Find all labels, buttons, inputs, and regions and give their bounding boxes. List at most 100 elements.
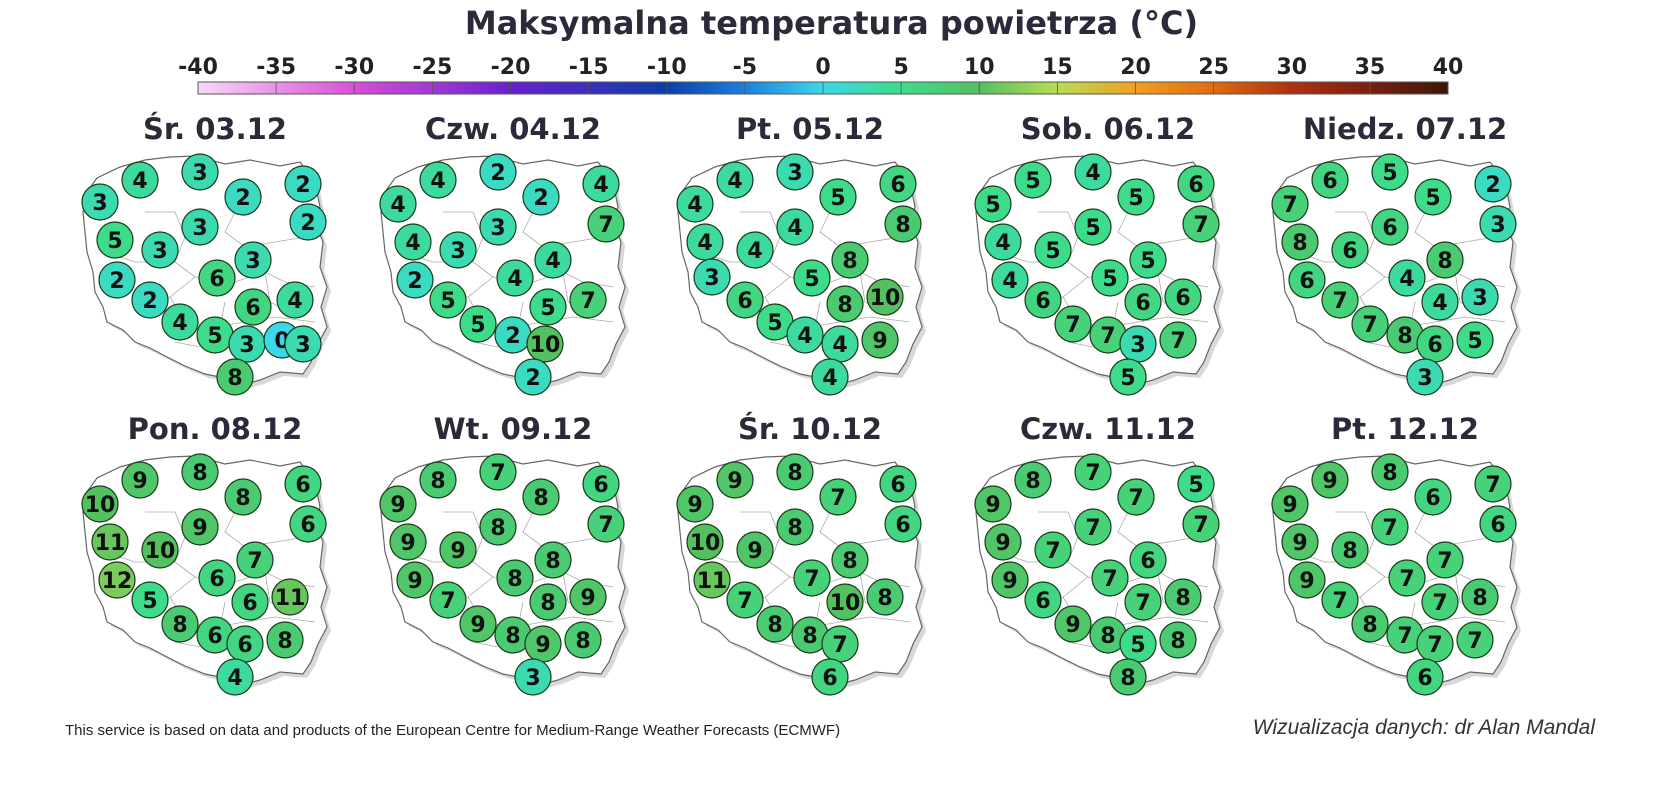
temperature-bubble: 5 — [429, 281, 467, 319]
temperature-bubble: 8 — [1014, 461, 1052, 499]
temperature-bubble: 4 — [676, 185, 714, 223]
temperature-bubble: 5 — [1129, 241, 1167, 279]
temperature-bubble: 7 — [1054, 305, 1092, 343]
temperature-value: 7 — [1135, 591, 1150, 616]
legend-tick-label: 10 — [964, 55, 995, 80]
legend-tick-label: -5 — [733, 55, 757, 80]
temperature-bubble: 8 — [791, 616, 829, 654]
temperature-bubble: 9 — [524, 625, 562, 663]
temperature-value: 10 — [690, 531, 721, 556]
temperature-value: 3 — [490, 216, 505, 241]
voivodeship-border — [472, 341, 499, 348]
temperature-bubble: 7 — [1182, 505, 1220, 543]
temperature-value: 5 — [1128, 186, 1143, 211]
temperature-bubble: 7 — [1456, 621, 1494, 659]
temperature-bubble: 5 — [793, 259, 831, 297]
temperature-value: 6 — [207, 624, 222, 649]
temperature-bubble: 8 — [224, 478, 262, 516]
temperature-value: 6 — [300, 513, 315, 538]
temperature-value: 4 — [797, 324, 812, 349]
temperature-bubble: 7 — [1034, 531, 1072, 569]
temperature-value: 7 — [247, 549, 262, 574]
temperature-bubble: 8 — [831, 241, 869, 279]
temperature-bubble: 4 — [394, 223, 432, 261]
legend-tick-label: -25 — [413, 55, 453, 80]
temperature-bubble: 9 — [974, 485, 1012, 523]
temperature-value: 4 — [697, 231, 712, 256]
temperature-bubble: 8 — [1331, 531, 1369, 569]
temperature-value: 8 — [505, 624, 520, 649]
temperature-value: 7 — [1045, 539, 1060, 564]
temperature-bubble: 4 — [216, 658, 254, 696]
temperature-value: 7 — [1170, 329, 1185, 354]
temperature-value: 6 — [737, 289, 752, 314]
temperature-bubble: 8 — [522, 478, 560, 516]
temperature-bubble: 4 — [121, 161, 159, 199]
temperature-bubble: 9 — [1311, 461, 1349, 499]
temperature-value: 5 — [804, 267, 819, 292]
page-title: Maksymalna temperatura powietrza (°C) — [464, 4, 1199, 42]
temperature-value: 4 — [747, 239, 762, 264]
temperature-value: 3 — [704, 266, 719, 291]
temperature-value: 4 — [687, 193, 702, 218]
temperature-value: 4 — [727, 169, 742, 194]
temperature-bubble: 4 — [811, 358, 849, 396]
temperature-bubble: 6 — [879, 165, 917, 203]
temperature-value: 9 — [580, 586, 595, 611]
temperature-value: 2 — [295, 173, 310, 198]
temperature-value: 9 — [747, 539, 762, 564]
temperature-bubble: 3 — [181, 208, 219, 246]
voivodeship-border — [472, 511, 494, 578]
temperature-bubble: 8 — [496, 559, 534, 597]
temperature-bubble: 4 — [991, 261, 1029, 299]
temperature-bubble: 11 — [693, 561, 731, 599]
temperature-value: 8 — [1437, 249, 1452, 274]
temperature-bubble: 7 — [1474, 465, 1512, 503]
temperature-bubble: 9 — [991, 561, 1029, 599]
temperature-value: 7 — [580, 289, 595, 314]
temperature-value: 4 — [507, 267, 522, 292]
temperature-value: 8 — [1175, 586, 1190, 611]
temperature-bubble: 3 — [1119, 325, 1157, 363]
temperature-value: 2 — [142, 289, 157, 314]
visualization-author-text: Wizualizacja danych: dr Alan Mandal — [1252, 716, 1595, 739]
temperature-bubble: 5 — [1414, 178, 1452, 216]
temperature-bubble: 4 — [582, 165, 620, 203]
voivodeship-border — [472, 211, 494, 278]
temperature-bubble: 7 — [1421, 583, 1459, 621]
temperature-bubble: 2 — [131, 281, 169, 319]
temperature-bubble: 10 — [826, 583, 864, 621]
temperature-bubble: 7 — [793, 559, 831, 597]
temperature-bubble: 5 — [1074, 208, 1112, 246]
temperature-bubble: 6 — [1406, 658, 1444, 696]
temperature-bubble: 7 — [1321, 281, 1359, 319]
temperature-value: 2 — [300, 211, 315, 236]
temperature-value: 6 — [1175, 286, 1190, 311]
temperature-value: 5 — [1025, 169, 1040, 194]
temperature-bubble: 8 — [479, 508, 517, 546]
temperature-value: 3 — [1472, 286, 1487, 311]
temperature-value: 7 — [1332, 289, 1347, 314]
temperature-value: 6 — [1188, 173, 1203, 198]
temperature-bubble: 8 — [529, 583, 567, 621]
legend-tick-label: -15 — [569, 55, 609, 80]
temperature-value: 6 — [1417, 666, 1432, 691]
temperature-bubble: 7 — [1321, 581, 1359, 619]
voivodeship-border — [174, 511, 196, 578]
legend-tick-label: 30 — [1276, 55, 1307, 80]
temperature-value: 10 — [145, 539, 176, 564]
legend-tick-label: -30 — [334, 55, 374, 80]
temperature-value: 8 — [507, 567, 522, 592]
temperature-bubble: 6 — [811, 658, 849, 696]
temperature-value: 2 — [505, 324, 520, 349]
temperature-bubble: 9 — [1281, 523, 1319, 561]
temperature-value: 9 — [985, 493, 1000, 518]
temperature-bubble: 7 — [429, 581, 467, 619]
temperature-bubble: 5 — [1119, 625, 1157, 663]
temperature-value: 6 — [1299, 269, 1314, 294]
temperature-bubble: 8 — [161, 605, 199, 643]
temperature-value: 11 — [95, 531, 126, 556]
temperature-value: 4 — [172, 311, 187, 336]
temperature-bubble: 6 — [1288, 261, 1326, 299]
temperature-bubble: 2 — [522, 178, 560, 216]
